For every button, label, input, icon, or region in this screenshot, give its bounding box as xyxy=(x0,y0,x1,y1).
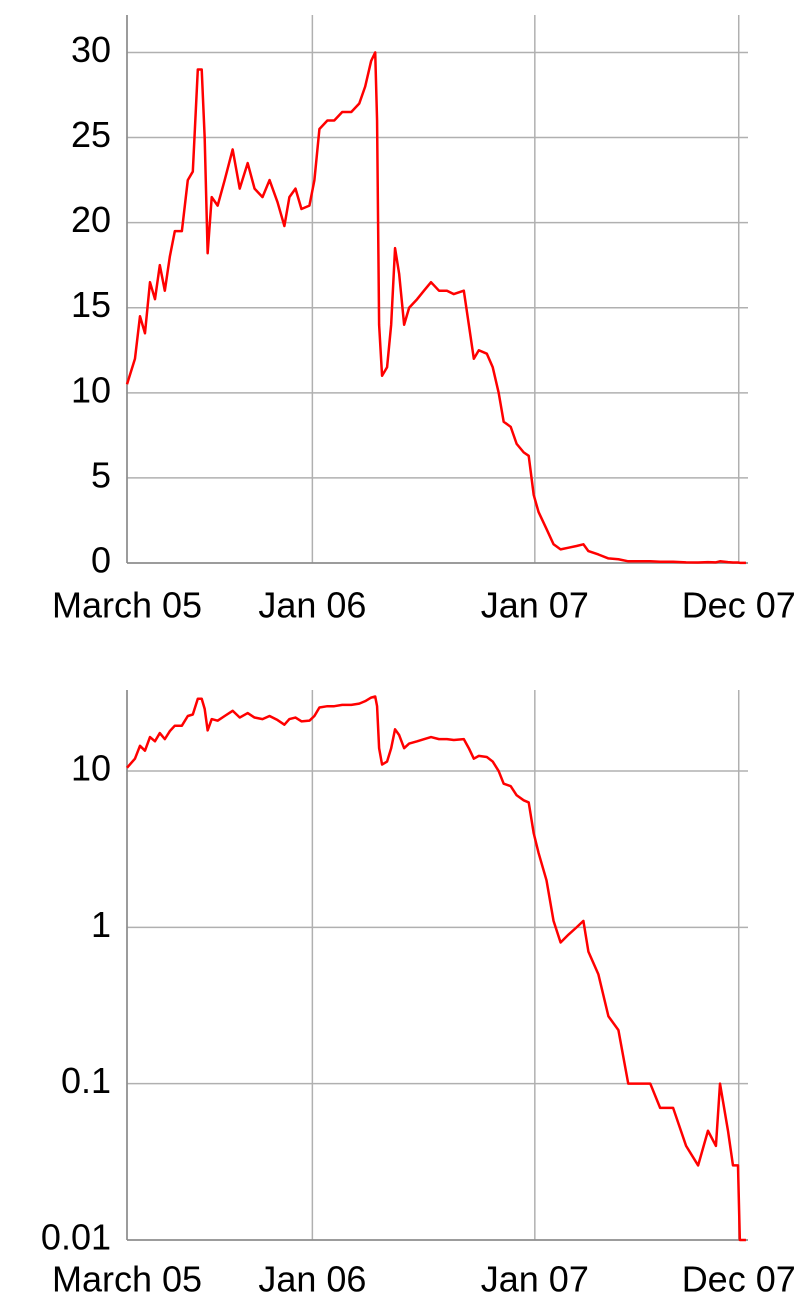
x-tick-label: March 05 xyxy=(52,1259,202,1300)
x-tick-label: Dec 07 xyxy=(682,1259,796,1300)
x-tick-label: Dec 07 xyxy=(682,585,796,626)
x-tick-label: Jan 07 xyxy=(481,1259,589,1300)
x-tick-label: March 05 xyxy=(52,585,202,626)
y-tick-label: 15 xyxy=(71,284,111,325)
y-tick-label: 10 xyxy=(71,369,111,410)
y-tick-label: 25 xyxy=(71,114,111,155)
y-tick-label: 0.1 xyxy=(61,1060,111,1101)
y-tick-label: 20 xyxy=(71,199,111,240)
line-series xyxy=(125,51,746,565)
y-tick-label: 30 xyxy=(71,29,111,70)
x-tick-label: Jan 06 xyxy=(258,585,366,626)
x-tick-label: Jan 06 xyxy=(258,1259,366,1300)
x-tick-label: Jan 07 xyxy=(481,585,589,626)
line-series xyxy=(126,695,746,1242)
y-tick-label: 0 xyxy=(91,540,111,581)
y-tick-label: 5 xyxy=(91,454,111,495)
y-tick-label: 0.01 xyxy=(41,1217,111,1258)
y-tick-label: 10 xyxy=(71,748,111,789)
y-tick-label: 1 xyxy=(91,904,111,945)
